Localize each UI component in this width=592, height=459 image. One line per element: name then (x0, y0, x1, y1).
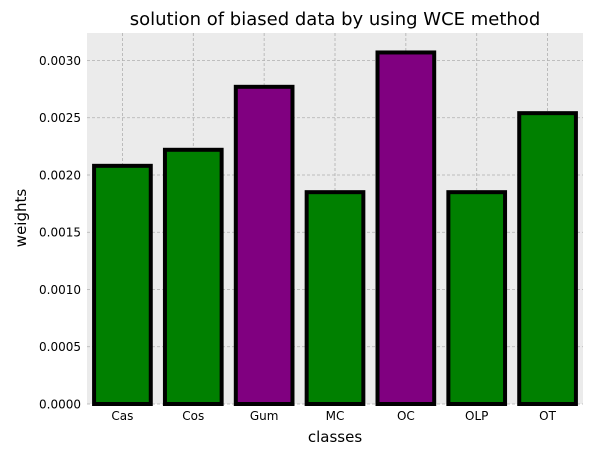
bar-ot (517, 111, 578, 406)
y-tick-labels: 0.0000 0.0005 0.0010 0.0015 0.0020 0.0025 0.00… (39, 54, 81, 412)
x-tick-label: Cas (111, 409, 133, 423)
y-tick-label: 0.0030 (39, 54, 81, 68)
bar-cos (162, 147, 224, 406)
bar-olp (446, 190, 508, 406)
y-tick-label: 0.0005 (39, 340, 81, 354)
x-tick-label: OLP (465, 409, 488, 423)
x-axis-label: classes (308, 428, 362, 446)
bar-cas (92, 163, 153, 406)
y-tick-label: 0.0015 (39, 226, 81, 240)
bar-gum (233, 84, 295, 406)
x-tick-labels: Cas Cos Gum MC OC OLP OT (111, 409, 556, 423)
x-tick-label: Gum (250, 409, 279, 423)
bar-mc (304, 190, 366, 406)
y-axis-label: weights (12, 189, 30, 248)
x-tick-label: OT (539, 409, 556, 423)
y-tick-label: 0.0025 (39, 111, 81, 125)
x-tick-label: MC (326, 409, 345, 423)
x-tick-label: Cos (182, 409, 204, 423)
x-tick-label: OC (397, 409, 415, 423)
bars-layer (92, 50, 578, 406)
bar-oc (375, 50, 437, 406)
y-tick-label: 0.0000 (39, 398, 81, 412)
y-tick-label: 0.0010 (39, 283, 81, 297)
y-tick-label: 0.0020 (39, 168, 81, 182)
chart-title: solution of biased data by using WCE met… (130, 9, 541, 30)
